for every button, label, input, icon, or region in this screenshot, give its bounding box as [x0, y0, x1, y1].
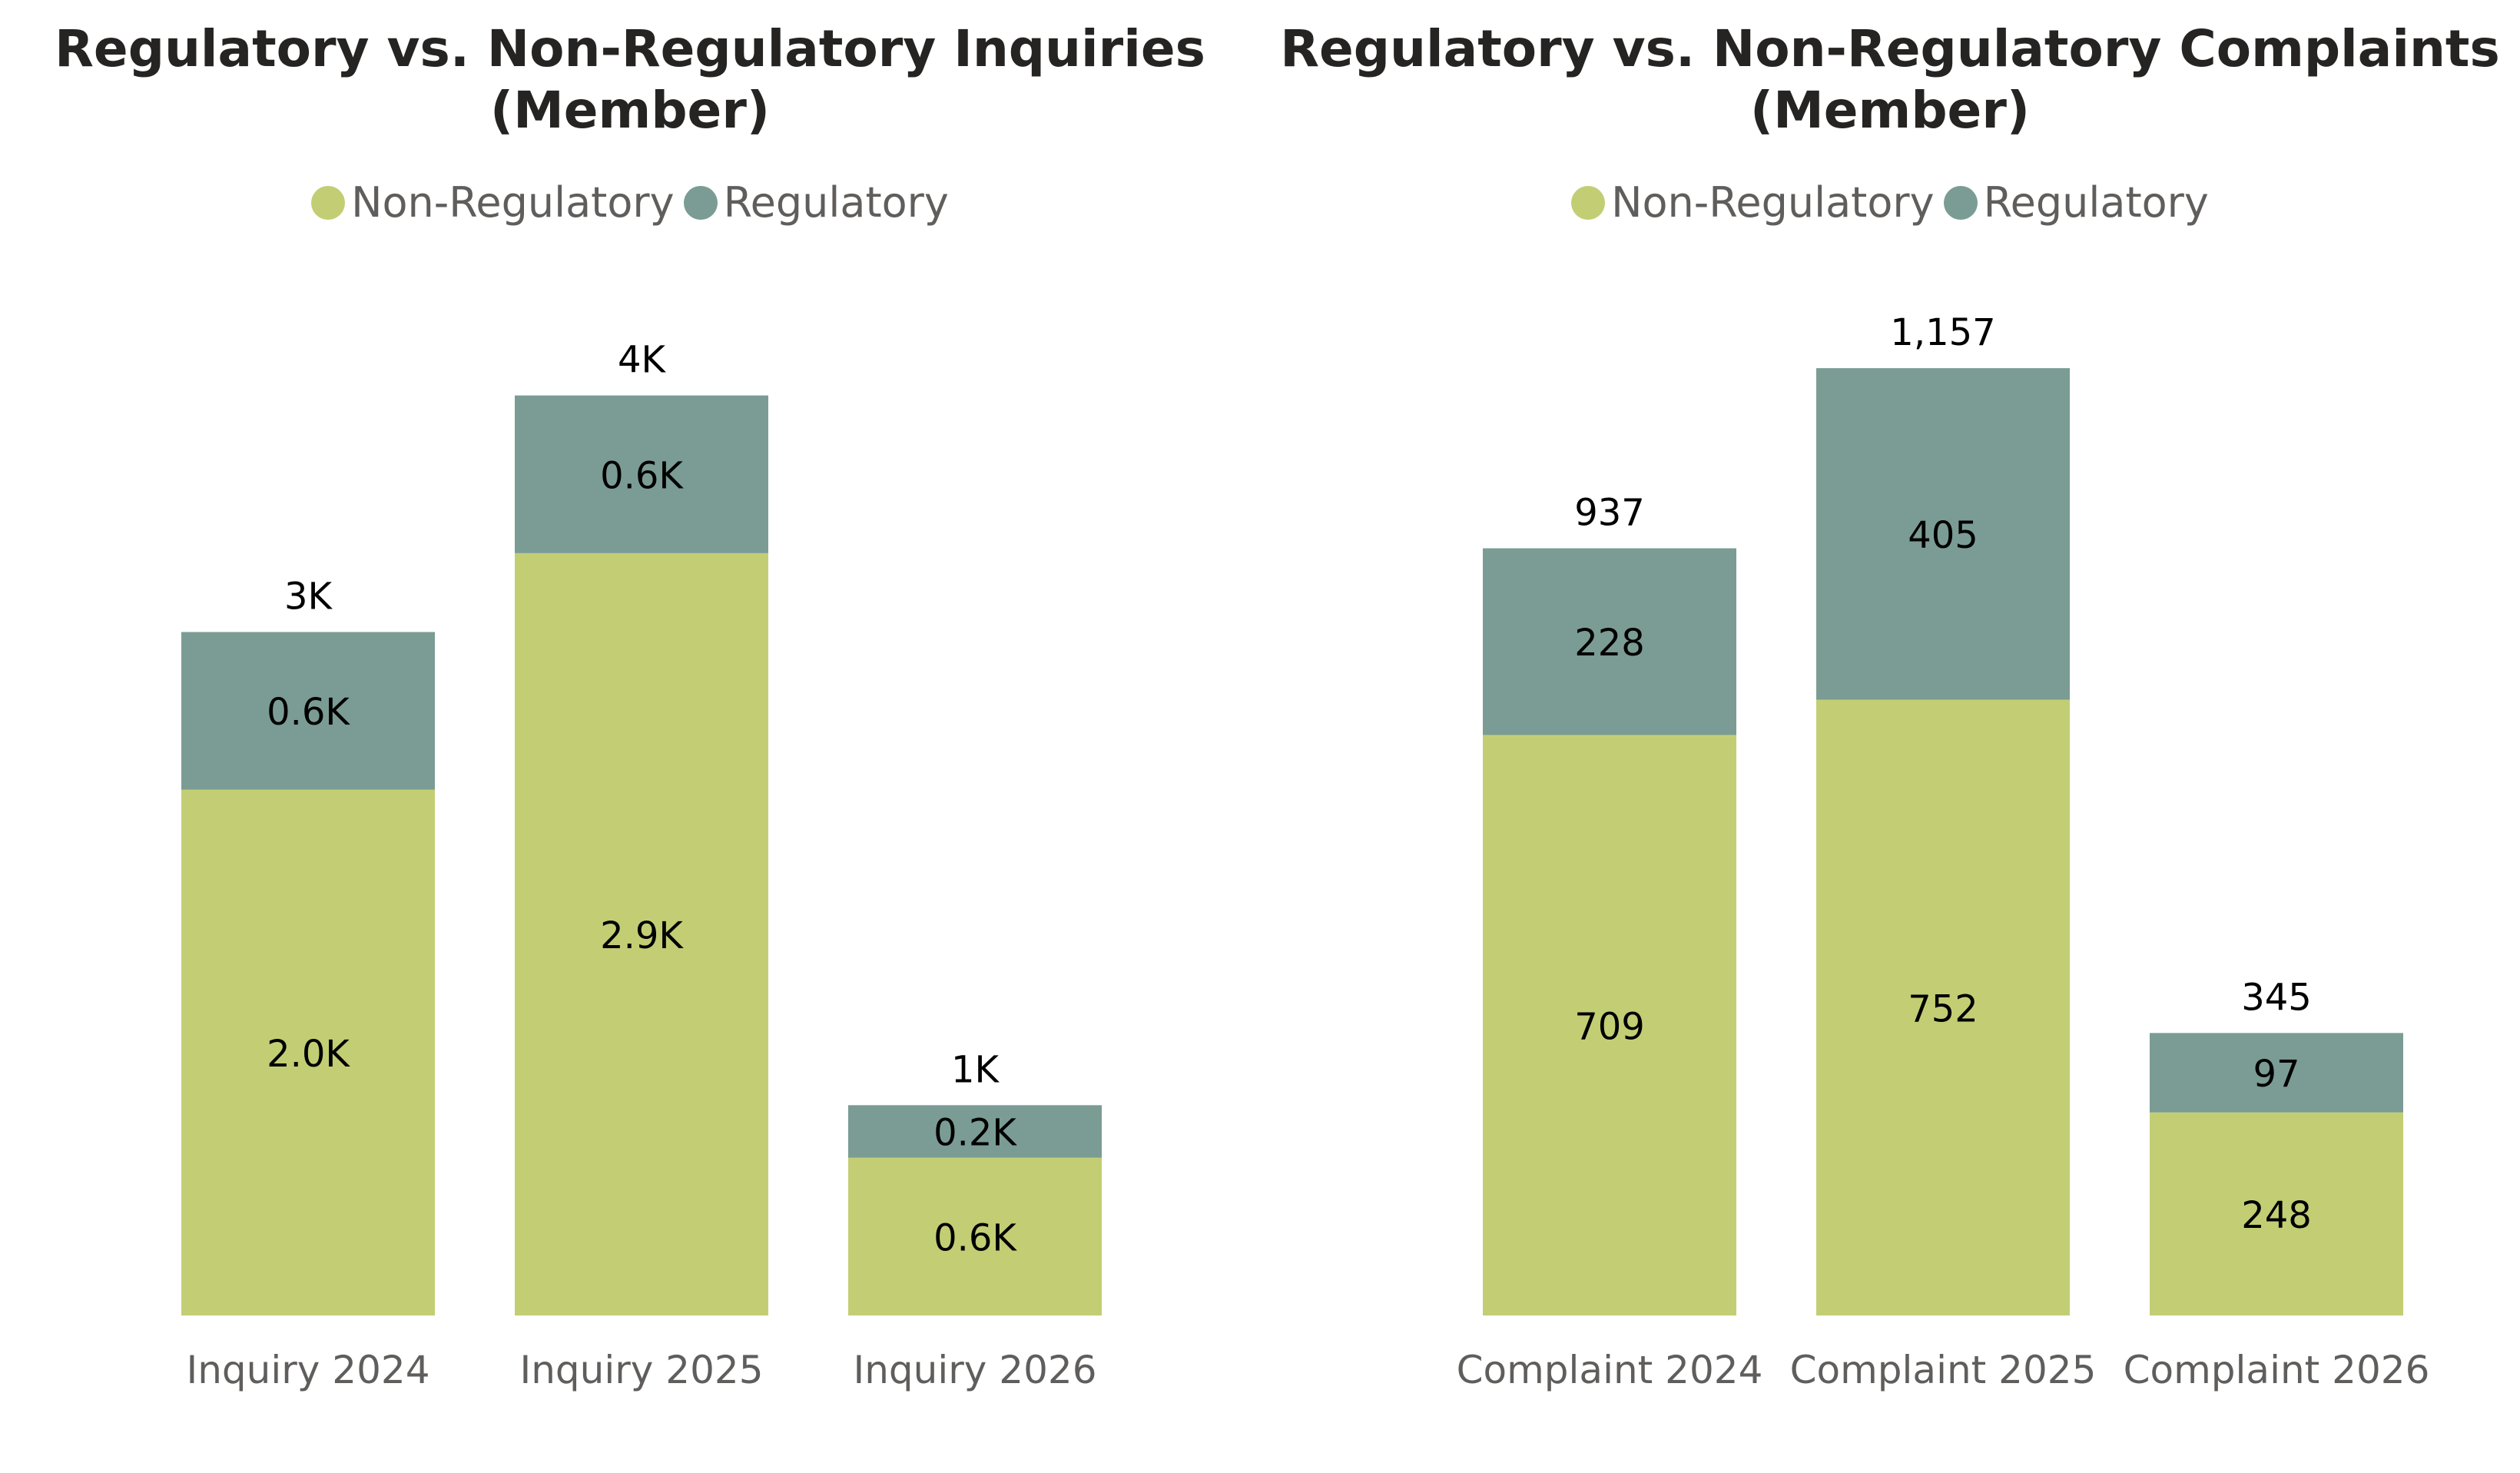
regulatory-legend-dot [683, 185, 718, 220]
complaints-data-label-regulatory-2: 405 [1908, 514, 1978, 557]
inquiries-legend-item-non-regulatory[interactable]: Non-Regulatory [311, 178, 675, 227]
complaints-x-tick-label-3: Complaint 2026 [2124, 1348, 2430, 1392]
complaints-bar-non-regulatory-1[interactable] [1483, 735, 1736, 1315]
complaints-bar-non-regulatory-3[interactable] [2150, 1112, 2403, 1315]
inquiries-plot-area: 2.0K 0.6K 3K Inquiry 2024 2.9K 0.6K 4K Inquiry … [181, 339, 1102, 1392]
complaints-legend-item-regulatory[interactable]: Regulatory [1943, 178, 2209, 227]
complaints-total-label-3: 345 [2241, 976, 2312, 1019]
inquiries-data-label-non-regulatory-3: 0.6K [933, 1216, 1017, 1259]
complaints-legend: Non-Regulatory Regulatory [1260, 178, 2520, 227]
inquiries-subtitle-line: (Member) [489, 81, 771, 140]
inquiries-bar-non-regulatory-2[interactable] [515, 552, 768, 1315]
inquiries-legend: Non-Regulatory Regulatory [0, 178, 1260, 227]
complaints-x-tick-label-2: Complaint 2025 [1790, 1348, 2097, 1392]
complaints-title-line: Regulatory vs. Non-Regulatory Complaints [1280, 19, 2500, 78]
inquiries-legend-label-non-regulatory: Non-Regulatory [351, 178, 675, 227]
regulatory-legend-dot [1943, 185, 1978, 220]
complaints-bar-regulatory-3[interactable] [2150, 1033, 2403, 1113]
complaints-data-label-non-regulatory-3: 248 [2241, 1194, 2312, 1237]
inquiries-legend-item-regulatory[interactable]: Regulatory [683, 178, 949, 227]
inquiries-bar-non-regulatory-3[interactable] [848, 1157, 1102, 1315]
inquiries-chart-title: Regulatory vs. Non-Regulatory Inquiries … [0, 18, 1260, 141]
non-regulatory-legend-dot [311, 185, 346, 220]
inquiries-bar-regulatory-2[interactable] [515, 395, 768, 553]
complaints-chart: Regulatory vs. Non-Regulatory Complaints… [1260, 0, 2520, 1473]
inquiries-bar-non-regulatory-1[interactable] [181, 789, 435, 1315]
inquiries-legend-label-regulatory: Regulatory [723, 178, 949, 227]
inquiries-data-label-regulatory-2: 0.6K [600, 454, 684, 497]
complaints-total-label-1: 937 [1574, 492, 1645, 535]
inquiries-x-tick-label-1: Inquiry 2024 [186, 1348, 429, 1392]
complaints-legend-item-non-regulatory[interactable]: Non-Regulatory [1571, 178, 1935, 227]
inquiries-data-label-non-regulatory-1: 2.0K [267, 1033, 350, 1076]
inquiries-title-line: Regulatory vs. Non-Regulatory Inquiries [55, 19, 1205, 78]
inquiries-data-label-regulatory-3: 0.2K [933, 1112, 1017, 1155]
complaints-plot-area: 709 228 937 Complaint 2024 752 405 1,157 Compla… [1457, 311, 2430, 1392]
inquiries-bar-regulatory-1[interactable] [181, 632, 435, 790]
complaints-data-label-regulatory-3: 97 [2253, 1053, 2300, 1096]
complaints-total-label-2: 1,157 [1890, 311, 1995, 354]
complaints-bar-regulatory-2[interactable] [1816, 368, 2070, 700]
complaints-data-label-non-regulatory-2: 752 [1908, 987, 1978, 1030]
inquiries-x-tick-label-2: Inquiry 2025 [519, 1348, 763, 1392]
complaints-legend-label-non-regulatory: Non-Regulatory [1611, 178, 1935, 227]
complaints-data-label-non-regulatory-1: 709 [1574, 1005, 1645, 1048]
complaints-chart-title: Regulatory vs. Non-Regulatory Complaints… [1260, 18, 2520, 141]
inquiries-total-label-2: 4K [618, 339, 667, 382]
inquiries-x-tick-label-3: Inquiry 2026 [853, 1348, 1096, 1392]
inquiries-bar-regulatory-3[interactable] [848, 1105, 1102, 1158]
inquiries-data-label-non-regulatory-2: 2.9K [600, 914, 684, 957]
inquiries-total-label-3: 1K [951, 1048, 1000, 1091]
complaints-bar-regulatory-1[interactable] [1483, 548, 1736, 735]
non-regulatory-legend-dot [1571, 185, 1606, 220]
inquiries-chart: Regulatory vs. Non-Regulatory Inquiries … [0, 18, 1260, 1392]
complaints-subtitle-line: (Member) [1749, 81, 2031, 140]
complaints-legend-label-regulatory: Regulatory [1983, 178, 2209, 227]
inquiries-data-label-regulatory-1: 0.6K [267, 691, 350, 734]
inquiries-total-label-1: 3K [284, 576, 333, 619]
complaints-bar-non-regulatory-2[interactable] [1816, 699, 2070, 1315]
complaints-data-label-regulatory-1: 228 [1574, 622, 1645, 665]
complaints-x-tick-label-1: Complaint 2024 [1457, 1348, 1763, 1392]
